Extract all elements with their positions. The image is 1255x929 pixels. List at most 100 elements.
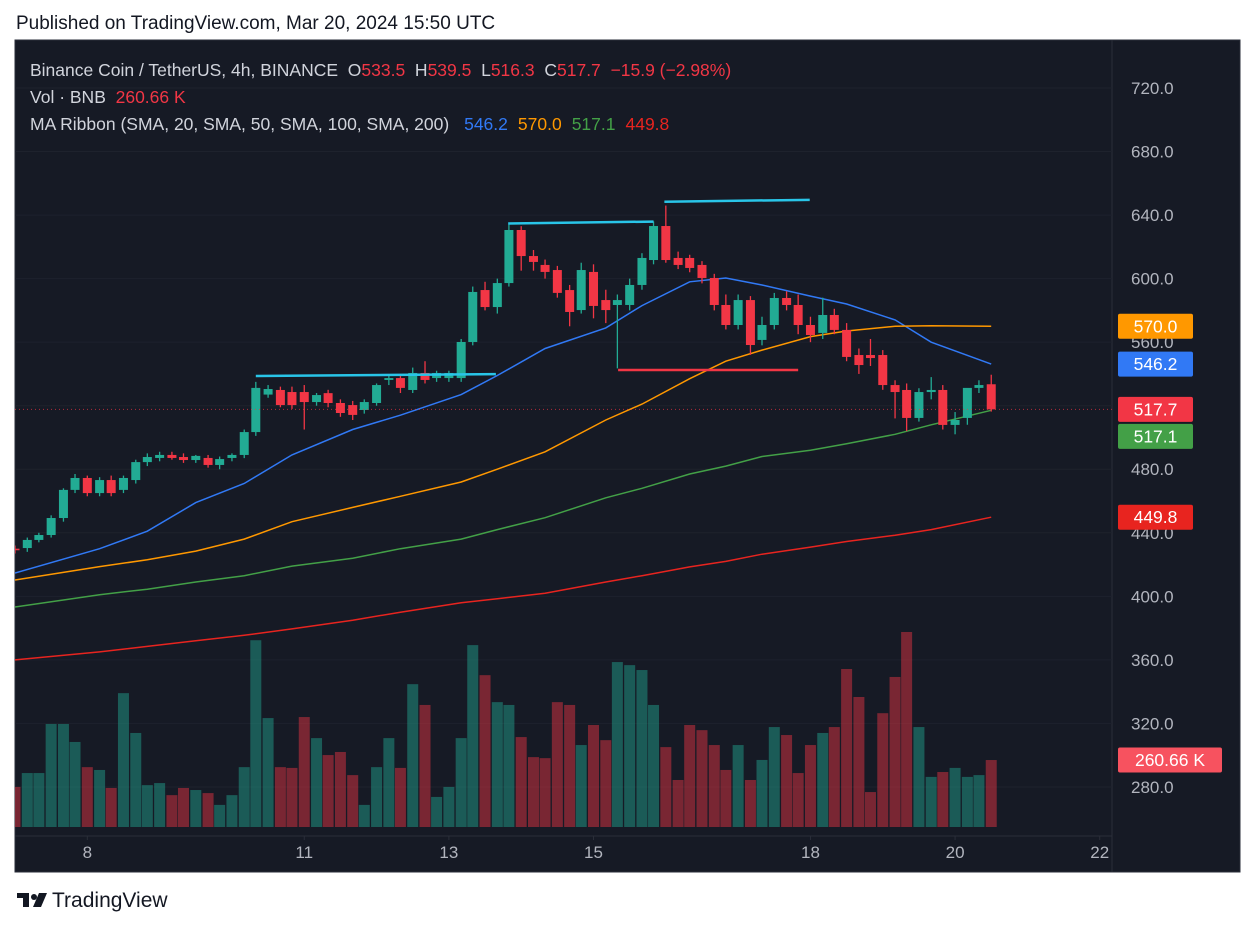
candle-body bbox=[34, 535, 44, 540]
change: −15.9 (−2.98%) bbox=[610, 60, 732, 80]
volume-bar bbox=[419, 704, 431, 827]
x-tick-label: 15 bbox=[584, 843, 603, 862]
volume-bar bbox=[949, 767, 961, 827]
candle-body bbox=[540, 264, 550, 272]
candle-body bbox=[263, 389, 273, 395]
candle-body bbox=[142, 457, 152, 463]
candle-body bbox=[227, 454, 237, 458]
volume-bar bbox=[33, 773, 45, 827]
candle-body bbox=[15, 548, 20, 551]
candle-body bbox=[829, 314, 839, 330]
ohlc-value: 533.5 bbox=[361, 60, 406, 80]
y-tick-label: 640.0 bbox=[1131, 206, 1174, 225]
volume-bar bbox=[732, 745, 744, 827]
candle-body bbox=[757, 324, 767, 340]
candle-body bbox=[22, 539, 32, 549]
volume-bar bbox=[660, 747, 672, 827]
candle-body bbox=[625, 284, 635, 305]
y-tick-label: 480.0 bbox=[1131, 460, 1174, 479]
volume-bar bbox=[864, 792, 876, 827]
ma-value: 546.2 bbox=[464, 114, 508, 134]
candle-body bbox=[312, 395, 322, 403]
volume-bar bbox=[588, 725, 600, 827]
volume-bar bbox=[69, 741, 81, 827]
x-tick-label: 18 bbox=[801, 843, 820, 862]
y-tick-label: 400.0 bbox=[1131, 587, 1174, 606]
volume-bar bbox=[130, 732, 142, 827]
volume-layer bbox=[15, 632, 997, 827]
volume-bar bbox=[81, 767, 93, 827]
volume-bar bbox=[479, 675, 491, 827]
volume-bar bbox=[190, 790, 202, 827]
trend-line bbox=[255, 372, 496, 378]
candle-body bbox=[480, 290, 490, 308]
volume-bar bbox=[262, 718, 274, 827]
candle-body bbox=[818, 314, 828, 333]
volume-bar bbox=[467, 645, 479, 827]
ohlc-letter: L bbox=[481, 60, 491, 80]
ma-line bbox=[15, 277, 992, 574]
volume-bar bbox=[431, 796, 443, 827]
candle-body bbox=[962, 387, 972, 418]
price-badge-label: 570.0 bbox=[1134, 316, 1178, 336]
volume-bar bbox=[853, 697, 865, 827]
candle-body bbox=[95, 480, 105, 494]
ma-value: 449.8 bbox=[625, 114, 670, 134]
candle-body bbox=[974, 385, 984, 388]
price-badge bbox=[1118, 351, 1193, 377]
candle-body bbox=[456, 341, 466, 379]
volume-bar bbox=[913, 727, 925, 827]
volume-bar bbox=[889, 676, 901, 827]
candle-body bbox=[118, 477, 128, 490]
price-badge bbox=[1118, 423, 1193, 449]
candle-body bbox=[673, 257, 683, 265]
volume-bar bbox=[177, 787, 189, 827]
candle-body bbox=[733, 300, 743, 325]
volume-bar bbox=[503, 704, 515, 827]
candle-body bbox=[854, 355, 864, 366]
volume-bar bbox=[804, 745, 816, 827]
volume-bar bbox=[311, 738, 323, 827]
volume-bar bbox=[491, 702, 503, 827]
published-note: Published on TradingView.com, Mar 20, 20… bbox=[16, 13, 496, 34]
y-tick-label: 600.0 bbox=[1131, 270, 1174, 289]
candle-body bbox=[348, 405, 358, 415]
y-tick-label: 720.0 bbox=[1131, 79, 1174, 98]
volume-bar bbox=[45, 723, 57, 827]
candle-body bbox=[745, 300, 755, 346]
ohlc-value: 516.3 bbox=[490, 60, 535, 80]
volume-bar bbox=[973, 775, 985, 827]
volume-bar bbox=[720, 769, 732, 827]
candle-body bbox=[589, 271, 599, 306]
trend-line bbox=[508, 220, 654, 225]
price-badge-label: 517.1 bbox=[1134, 426, 1178, 446]
volume-bar bbox=[334, 751, 346, 827]
volume-bar bbox=[828, 727, 840, 827]
candle-body bbox=[420, 372, 430, 380]
y-tick-label: 360.0 bbox=[1131, 651, 1174, 670]
candle-body bbox=[203, 457, 213, 465]
candle-body bbox=[769, 297, 779, 325]
candle-body bbox=[842, 329, 852, 357]
volume-bar bbox=[15, 786, 21, 827]
volume-badge-label: 260.66 K bbox=[1135, 750, 1205, 770]
volume-bar bbox=[166, 795, 178, 827]
volume-bar bbox=[696, 730, 708, 827]
volume-bar bbox=[358, 804, 370, 827]
candle-body bbox=[275, 389, 285, 406]
candle-body bbox=[131, 462, 141, 481]
candle-body bbox=[661, 226, 671, 261]
candle-body bbox=[685, 257, 695, 268]
x-tick-label: 13 bbox=[439, 843, 458, 862]
volume-bar bbox=[202, 793, 214, 827]
x-tick-label: 8 bbox=[83, 843, 92, 862]
volume-badge bbox=[1118, 747, 1222, 773]
volume-bar bbox=[539, 758, 551, 827]
volume-bar bbox=[347, 775, 359, 827]
volume-bar bbox=[781, 735, 793, 827]
volume-bar bbox=[708, 745, 720, 827]
ma-value: 570.0 bbox=[517, 114, 562, 134]
candle-body bbox=[601, 300, 611, 311]
x-tick-label: 20 bbox=[946, 843, 965, 862]
